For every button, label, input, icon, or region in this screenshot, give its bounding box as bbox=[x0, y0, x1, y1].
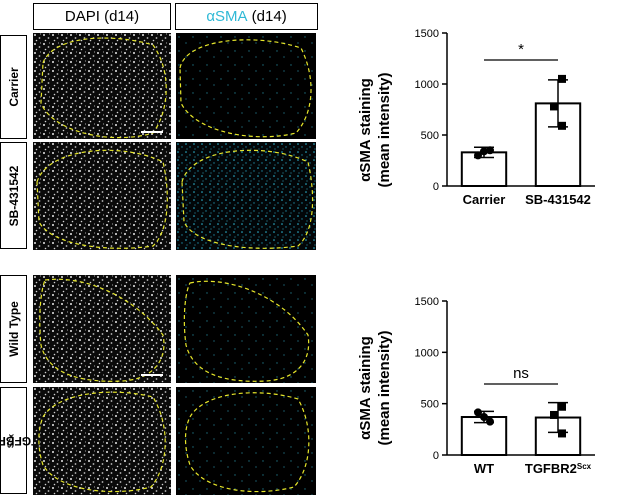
y-tick-label: 500 bbox=[421, 399, 439, 411]
micrograph-asma-wildtype bbox=[176, 275, 316, 383]
x-tick-label-sup: Scx bbox=[577, 462, 592, 471]
chart-bottom: αSMA staining (mean intensity) 0 500 1000 1… bbox=[340, 288, 610, 492]
dapi-carrier-image bbox=[33, 33, 171, 139]
data-point bbox=[480, 413, 488, 422]
tissue-outline bbox=[36, 149, 168, 249]
header-asma-rest: (d14) bbox=[247, 8, 287, 25]
row-label-tgfbr2-text: TGFBR2Scx bbox=[0, 433, 38, 447]
significance-label: ns bbox=[513, 365, 529, 382]
tissue-outline bbox=[38, 391, 166, 493]
row-label-wildtype: Wild Type bbox=[0, 275, 27, 383]
dapi-sb431542-image bbox=[33, 142, 171, 250]
chart-top-ylabel-line2: (mean intensity) bbox=[376, 72, 393, 187]
tissue-outline bbox=[184, 392, 310, 493]
data-point bbox=[558, 402, 566, 411]
header-dapi-label: DAPI (d14) bbox=[64, 8, 140, 25]
data-point bbox=[486, 146, 494, 155]
tissue-outline bbox=[179, 39, 312, 138]
chart-bottom-ylabel-line2: (mean intensity) bbox=[376, 330, 393, 445]
x-tick-label: Carrier bbox=[463, 192, 506, 207]
micrograph-dapi-tgfbr2 bbox=[33, 387, 171, 495]
y-tick-label: 1000 bbox=[415, 79, 439, 91]
data-point bbox=[550, 102, 558, 111]
y-tick-label: 1500 bbox=[415, 28, 439, 40]
significance-label: * bbox=[518, 41, 524, 58]
data-point bbox=[558, 121, 566, 130]
row-label-tgfbr2-main: TGFBR2 bbox=[0, 433, 38, 448]
header-dapi: DAPI (d14) bbox=[33, 3, 171, 30]
x-tick-label: TGFBR2Scx bbox=[525, 461, 592, 476]
data-point bbox=[486, 417, 494, 426]
y-tick-label: 0 bbox=[433, 450, 439, 462]
tissue-outline bbox=[181, 149, 314, 249]
data-point bbox=[474, 408, 482, 417]
y-tick-label: 1500 bbox=[415, 296, 439, 308]
asma-tgfbr2-image bbox=[176, 387, 316, 495]
header-asma-greek: αSMA bbox=[206, 8, 248, 25]
asma-carrier-image bbox=[176, 33, 316, 139]
asma-sb431542-image bbox=[176, 142, 316, 250]
tissue-outline bbox=[39, 278, 165, 382]
asma-wildtype-image bbox=[176, 275, 316, 383]
micrograph-dapi-carrier bbox=[33, 33, 171, 139]
row-label-sb431542: SB-431542 bbox=[0, 142, 27, 249]
data-point bbox=[480, 147, 488, 156]
row-label-carrier: Carrier bbox=[0, 35, 27, 139]
dapi-wildtype-image bbox=[33, 275, 171, 383]
header-asma: αSMA (d14) bbox=[175, 3, 318, 30]
chart-top-svg: αSMA staining (mean intensity) 0 500 1000 1… bbox=[357, 28, 595, 207]
micrograph-asma-carrier bbox=[176, 33, 316, 139]
dapi-tgfbr2-image bbox=[33, 387, 171, 495]
tissue-outline bbox=[40, 37, 167, 139]
x-tick-label: WT bbox=[474, 461, 494, 476]
x-tick-label: SB-431542 bbox=[525, 192, 591, 207]
row-label-carrier-text: Carrier bbox=[6, 67, 21, 107]
chart-bottom-ylabel-line1: αSMA staining bbox=[357, 336, 374, 440]
row-label-sb431542-text: SB-431542 bbox=[6, 165, 21, 226]
y-tick-label: 500 bbox=[421, 130, 439, 142]
row-label-wildtype-text: Wild Type bbox=[6, 301, 21, 357]
chart-top: αSMA staining (mean intensity) 0 500 1000 1… bbox=[340, 20, 610, 220]
chart-top-ylabel-line1: αSMA staining bbox=[357, 78, 374, 182]
micrograph-dapi-wildtype bbox=[33, 275, 171, 383]
data-point bbox=[558, 74, 566, 83]
data-point bbox=[474, 151, 482, 160]
row-label-tgfbr2: TGFBR2Scx bbox=[0, 387, 38, 494]
micrograph-dapi-sb431542 bbox=[33, 142, 171, 250]
y-tick-label: 1000 bbox=[415, 347, 439, 359]
micrograph-asma-sb431542 bbox=[176, 142, 316, 250]
data-point bbox=[550, 410, 558, 419]
y-tick-label: 0 bbox=[433, 181, 439, 193]
data-point bbox=[558, 429, 566, 438]
micrograph-asma-tgfbr2 bbox=[176, 387, 316, 495]
chart-bottom-svg: αSMA staining (mean intensity) 0 500 1000 1… bbox=[357, 296, 595, 476]
